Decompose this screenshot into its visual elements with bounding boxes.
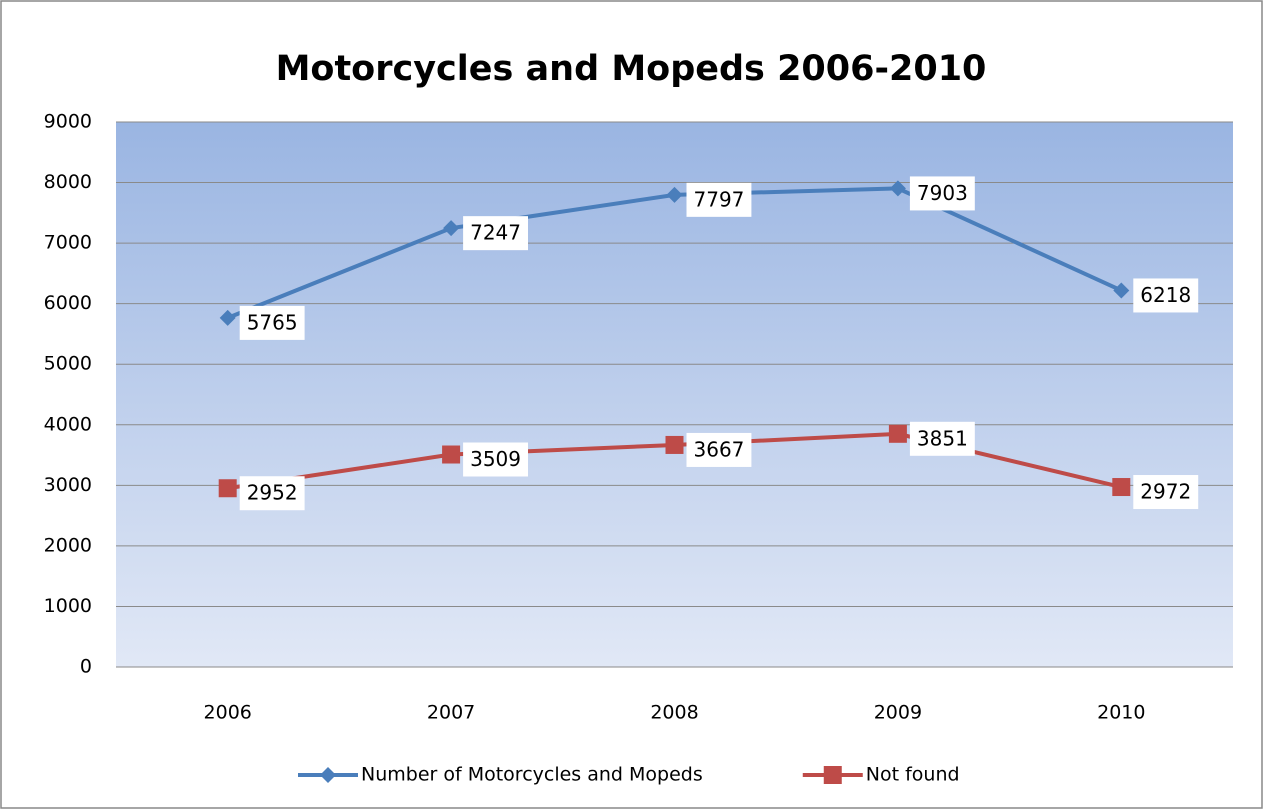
data-point (889, 180, 906, 197)
y-tick-label: 0 (80, 656, 92, 678)
legend-marker (823, 766, 842, 784)
data-label: 5765 (247, 310, 298, 334)
data-label-box (1133, 475, 1199, 510)
data-label-box (909, 421, 975, 456)
data-label-box (239, 476, 305, 511)
data-label-box (1133, 278, 1199, 313)
data-label: 6218 (1140, 283, 1191, 307)
data-label: 2952 (247, 481, 298, 505)
data-label: 7903 (917, 181, 968, 205)
data-label: 2972 (1140, 480, 1191, 504)
data-point (1112, 478, 1131, 497)
data-point (443, 220, 460, 237)
y-tick-label: 9000 (44, 111, 92, 133)
x-tick-label: 2010 (1097, 702, 1145, 724)
x-tick-label: 2009 (874, 702, 922, 724)
plot-area (116, 122, 1233, 667)
data-point (665, 435, 684, 454)
data-point (442, 445, 461, 464)
data-point (218, 479, 237, 498)
data-point (219, 309, 236, 326)
data-label: 7247 (470, 221, 521, 245)
y-tick-label: 5000 (44, 353, 92, 375)
data-label-box (463, 216, 529, 251)
y-tick-label: 6000 (44, 292, 92, 314)
data-label-box (686, 182, 752, 217)
chart-title: Motorcycles and Mopeds 2006-2010 (276, 49, 987, 89)
data-label: 3509 (470, 447, 521, 471)
x-tick-label: 2006 (204, 702, 252, 724)
data-label-box (686, 432, 752, 467)
legend-label: Number of Motorcycles and Mopeds (361, 764, 703, 786)
data-label: 3851 (917, 426, 968, 450)
data-label-box (239, 305, 305, 340)
data-label-box (909, 176, 975, 211)
y-tick-label: 3000 (44, 474, 92, 496)
y-tick-label: 8000 (44, 171, 92, 193)
data-label: 3667 (694, 437, 745, 461)
data-label: 7797 (694, 187, 745, 211)
legend-label: Not found (866, 764, 960, 786)
y-tick-label: 1000 (44, 595, 92, 617)
y-tick-label: 4000 (44, 413, 92, 435)
x-tick-label: 2008 (650, 702, 698, 724)
data-point (888, 424, 907, 443)
legend-marker (320, 767, 336, 783)
x-tick-label: 2007 (427, 702, 475, 724)
data-point (1113, 282, 1130, 299)
y-tick-label: 2000 (44, 534, 92, 556)
data-label-box (463, 442, 529, 477)
data-point (666, 186, 683, 203)
y-tick-label: 7000 (44, 232, 92, 254)
